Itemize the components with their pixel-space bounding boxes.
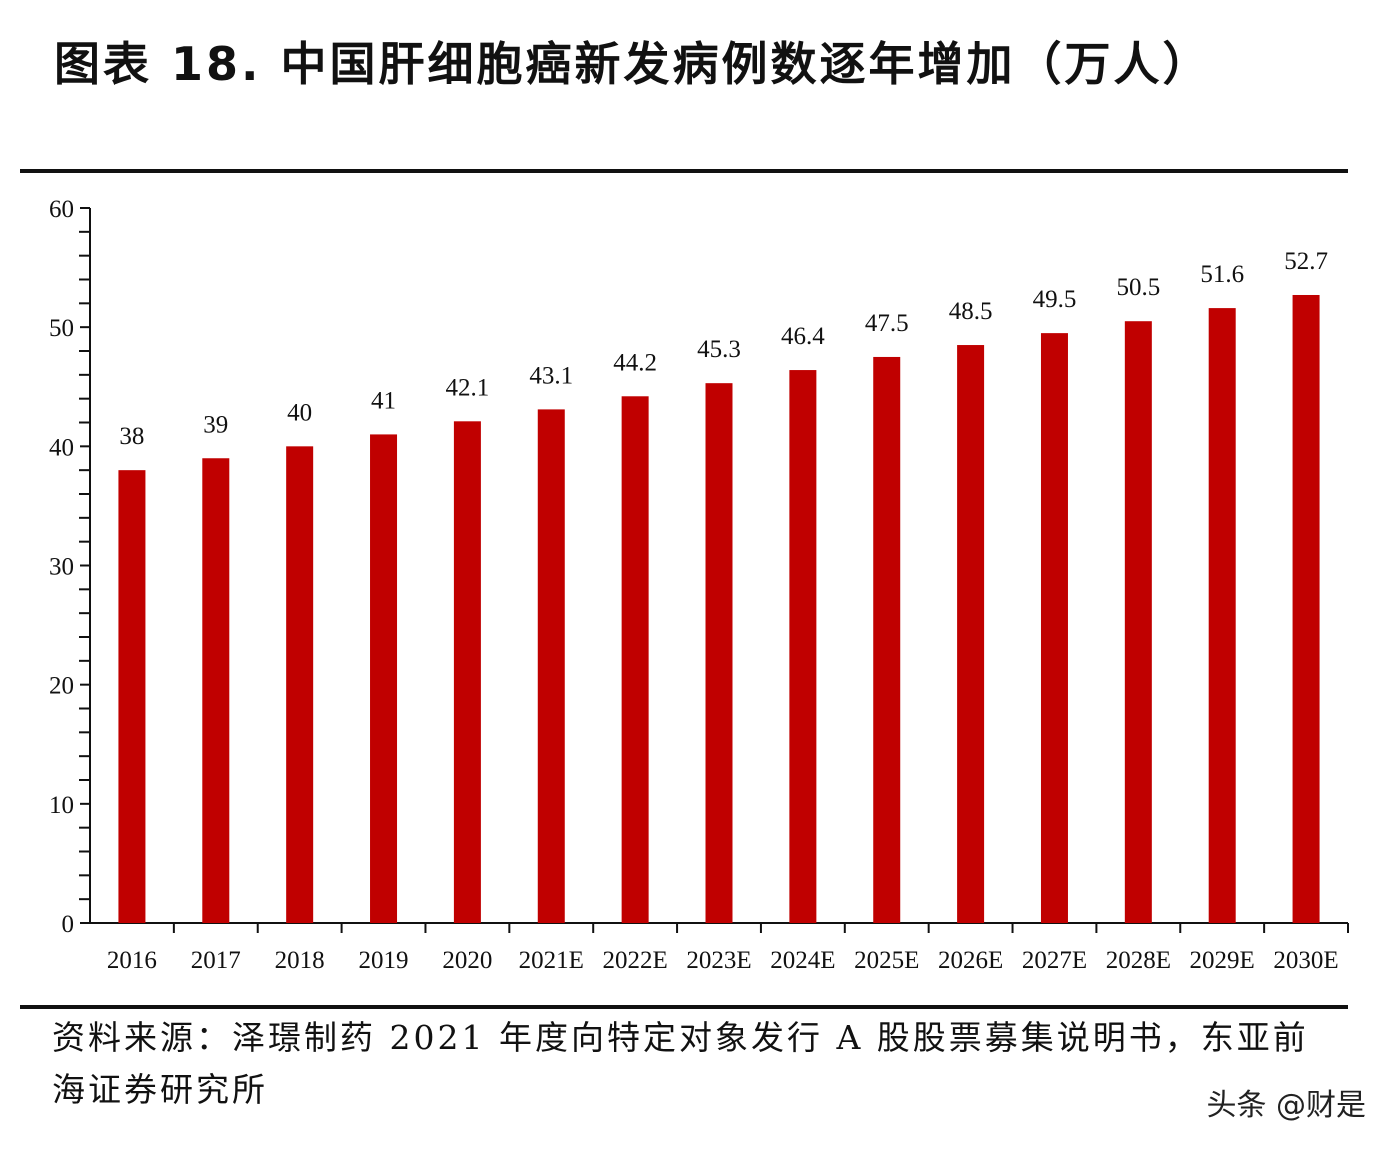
- x-tick-label: 2021E: [519, 947, 584, 974]
- bar-2019: [370, 434, 398, 923]
- x-tick-label: 2019: [359, 947, 409, 974]
- x-tick-label: 2017: [191, 947, 241, 974]
- data-label: 51.6: [1200, 261, 1244, 288]
- data-label: 42.1: [446, 374, 490, 401]
- bar-2030E: [1292, 294, 1320, 923]
- data-label: 47.5: [865, 310, 909, 337]
- data-label: 48.5: [949, 298, 993, 325]
- x-tick-label: 2028E: [1106, 947, 1171, 974]
- bar-2028E: [1124, 321, 1152, 923]
- bar-2026E: [957, 345, 985, 924]
- top-divider: [20, 169, 1348, 173]
- source-note: 资料来源：泽璟制药 2021 年度向特定对象发行 A 股股票募集说明书，东亚前海…: [52, 1018, 1309, 1109]
- data-label: 49.5: [1033, 286, 1077, 313]
- data-label: 46.4: [781, 323, 825, 350]
- bar-2017: [202, 458, 230, 923]
- bar-2018: [286, 446, 314, 923]
- y-tick-label: 10: [49, 792, 74, 819]
- y-tick-label: 30: [49, 554, 74, 581]
- bar-chart: 0 10 20 30 40 50 60 38 2016 39 2017 40 2018 41 2019 42.…: [49, 196, 1349, 974]
- data-label: 43.1: [529, 362, 573, 389]
- data-label: 44.2: [613, 349, 657, 376]
- data-label: 50.5: [1116, 274, 1160, 301]
- y-tick-label: 40: [49, 434, 74, 461]
- x-tick-label: 2029E: [1190, 947, 1255, 974]
- bar-2022E: [621, 396, 649, 923]
- y-tick-label: 0: [62, 911, 75, 938]
- bar-2016: [118, 470, 146, 923]
- x-tick-label: 2023E: [686, 947, 751, 974]
- y-tick-label: 60: [49, 196, 74, 223]
- bar-2027E: [1040, 333, 1068, 923]
- x-tick-label: 2024E: [770, 947, 835, 974]
- bar-2021E: [537, 409, 565, 923]
- x-tick-label: 2022E: [602, 947, 667, 974]
- bottom-divider: [20, 1005, 1348, 1009]
- chart-title: 图表 18. 中国肝细胞癌新发病例数逐年增加（万人）: [54, 37, 1212, 91]
- y-tick-label: 20: [49, 673, 74, 700]
- watermark: 头条 @财是: [1206, 1088, 1366, 1123]
- bar-2020: [453, 421, 481, 923]
- x-tick-label: 2025E: [854, 947, 919, 974]
- x-tick-label: 2018: [275, 947, 325, 974]
- x-tick-label: 2026E: [938, 947, 1003, 974]
- x-tick-label: 2016: [107, 947, 157, 974]
- bar-2023E: [705, 383, 733, 923]
- data-label: 52.7: [1284, 248, 1328, 275]
- data-label: 40: [287, 399, 312, 426]
- x-tick-label: 2030E: [1273, 947, 1338, 974]
- x-tick-label: 2020: [442, 947, 492, 974]
- x-tick-label: 2027E: [1022, 947, 1087, 974]
- bar-2029E: [1208, 308, 1236, 924]
- data-label: 38: [119, 423, 144, 450]
- data-label: 45.3: [697, 336, 741, 363]
- bar-2024E: [789, 370, 817, 924]
- data-label: 39: [203, 411, 228, 438]
- y-tick-label: 50: [49, 315, 74, 342]
- data-label: 41: [371, 387, 396, 414]
- bar-2025E: [873, 356, 901, 923]
